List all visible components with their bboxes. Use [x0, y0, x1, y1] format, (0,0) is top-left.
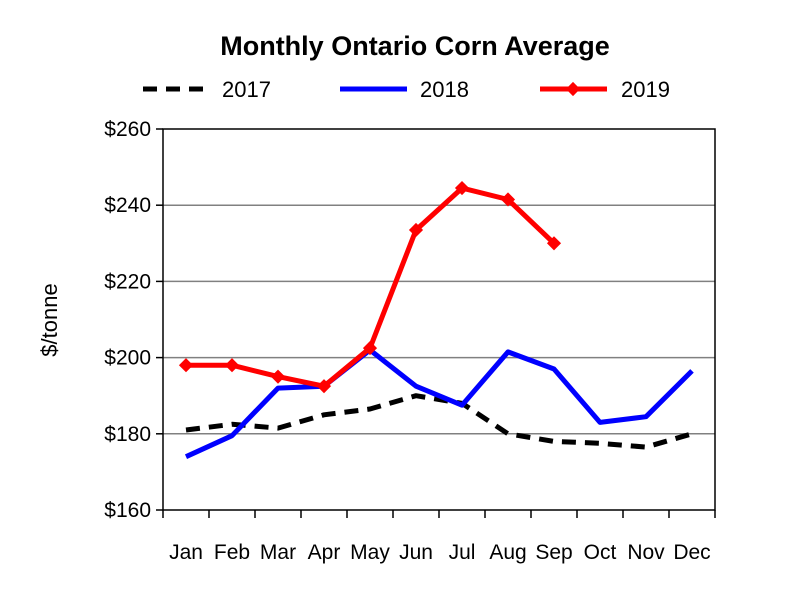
- y-tick-label: $200: [104, 347, 151, 370]
- point-2019-may: [362, 341, 378, 356]
- series-line-2019: [186, 185, 556, 389]
- series-line-2017: [185, 393, 693, 450]
- plot-area: [162, 128, 716, 511]
- point-2019-apr: [316, 379, 332, 394]
- legend-marker-2019: [565, 81, 581, 97]
- x-tick-label-jan: Jan: [169, 541, 203, 564]
- y-tick-label: $180: [104, 423, 151, 446]
- x-axis-ticks: [162, 510, 716, 518]
- point-2019-sep: [546, 236, 562, 251]
- x-tick-label-aug: Aug: [489, 541, 526, 564]
- chart-title: Monthly Ontario Corn Average: [220, 31, 610, 61]
- legend-label-2018: 2018: [420, 77, 469, 102]
- point-2019-jun: [408, 222, 424, 238]
- x-tick-label-mar: Mar: [260, 541, 296, 564]
- legend-item-2018: 2018: [340, 77, 469, 102]
- y-axis-label: $/tonne: [37, 283, 62, 356]
- x-tick-label-apr: Apr: [308, 541, 341, 564]
- series-line-2018: [184, 347, 694, 459]
- x-tick-label-sep: Sep: [535, 541, 572, 564]
- y-tick-label: $160: [104, 499, 151, 522]
- x-tick-label-nov: Nov: [627, 541, 665, 564]
- legend-label-2019: 2019: [621, 77, 670, 102]
- point-2019-jan: [178, 358, 194, 373]
- series-markers: [178, 180, 562, 394]
- x-tick-label-jul: Jul: [449, 541, 476, 564]
- x-tick-label-dec: Dec: [673, 541, 710, 564]
- gridlines: [156, 128, 715, 511]
- x-tick-label-jun: Jun: [399, 541, 433, 564]
- y-tick-label: $260: [104, 118, 151, 141]
- legend-item-2017: 2017: [143, 77, 271, 102]
- series-lines: [184, 185, 694, 459]
- legend: 2017 2018 2019: [143, 77, 670, 102]
- y-tick-label: $220: [104, 270, 151, 293]
- point-2019-mar: [270, 369, 286, 384]
- point-2019-aug: [500, 192, 516, 207]
- legend-label-2017: 2017: [222, 77, 271, 102]
- legend-item-2019: 2019: [540, 77, 670, 102]
- x-axis-tick-labels: Jan Feb Mar Apr May Jun Jul Aug Sep Oct Nov Dec: [169, 541, 711, 564]
- y-tick-label: $240: [104, 194, 151, 217]
- y-axis-tick-labels: $160 $180 $200 $220 $240 $260: [104, 118, 151, 522]
- point-2019-feb: [224, 358, 240, 373]
- point-2019-jul: [454, 180, 470, 196]
- x-tick-label-may: May: [350, 541, 390, 564]
- x-tick-label-feb: Feb: [214, 541, 250, 564]
- x-tick-label-oct: Oct: [584, 541, 617, 564]
